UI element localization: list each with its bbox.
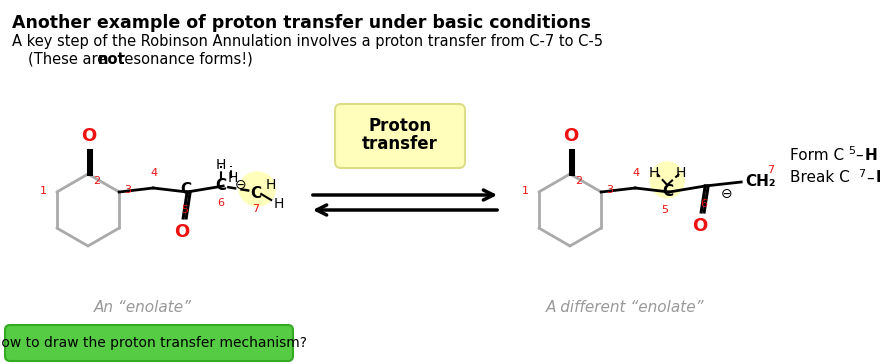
Text: O: O	[693, 217, 708, 235]
Text: ⊖: ⊖	[235, 178, 246, 192]
Text: 7: 7	[767, 165, 774, 175]
Text: 7: 7	[858, 169, 865, 179]
Text: C: C	[216, 178, 227, 193]
Text: An “enolate”: An “enolate”	[94, 300, 192, 315]
Text: 2: 2	[575, 176, 583, 186]
Text: C: C	[180, 182, 192, 198]
Text: Break C: Break C	[790, 170, 850, 186]
Text: A different “enolate”: A different “enolate”	[546, 300, 704, 315]
Text: Another example of proton transfer under basic conditions: Another example of proton transfer under…	[12, 14, 591, 32]
Text: (These are: (These are	[28, 52, 111, 67]
Text: H: H	[216, 158, 226, 172]
Ellipse shape	[650, 162, 684, 198]
Text: 3: 3	[124, 185, 131, 195]
Text: A key step of the Robinson Annulation involves a proton transfer from C-7 to C-5: A key step of the Robinson Annulation in…	[12, 34, 603, 49]
Text: ⊖: ⊖	[722, 187, 733, 201]
Text: 2: 2	[93, 176, 100, 186]
Text: H: H	[228, 171, 238, 185]
Text: 5: 5	[848, 146, 855, 156]
Text: Proton: Proton	[369, 117, 431, 135]
Text: H: H	[649, 166, 659, 180]
FancyBboxPatch shape	[335, 104, 465, 168]
Text: H: H	[676, 166, 686, 180]
Text: 5: 5	[662, 205, 669, 215]
Text: 7: 7	[252, 204, 259, 214]
Text: transfer: transfer	[362, 135, 438, 153]
Text: O: O	[81, 127, 97, 145]
Text: 6: 6	[217, 198, 224, 208]
Text: 4: 4	[150, 168, 158, 178]
Text: O: O	[563, 127, 579, 145]
Text: O: O	[174, 223, 190, 241]
Text: 3: 3	[606, 185, 613, 195]
Text: 1: 1	[522, 186, 529, 196]
Text: Form C: Form C	[790, 147, 844, 162]
FancyBboxPatch shape	[5, 325, 293, 361]
Text: 4: 4	[633, 168, 640, 178]
Text: 1: 1	[40, 186, 47, 196]
Text: –: –	[855, 147, 862, 162]
Text: 6: 6	[700, 199, 708, 209]
Text: How to draw the proton transfer mechanism?: How to draw the proton transfer mechanis…	[0, 336, 307, 350]
Text: H: H	[876, 170, 880, 186]
Ellipse shape	[239, 172, 275, 206]
Text: C: C	[663, 183, 674, 198]
Text: –: –	[866, 170, 874, 186]
Text: resonance forms!): resonance forms!)	[114, 52, 253, 67]
Text: H: H	[273, 197, 283, 211]
Text: CH₂: CH₂	[745, 174, 775, 190]
Text: 5: 5	[181, 205, 188, 215]
Text: H: H	[265, 178, 275, 192]
Text: not: not	[98, 52, 126, 67]
Text: C: C	[251, 186, 261, 201]
Text: H: H	[865, 147, 877, 162]
